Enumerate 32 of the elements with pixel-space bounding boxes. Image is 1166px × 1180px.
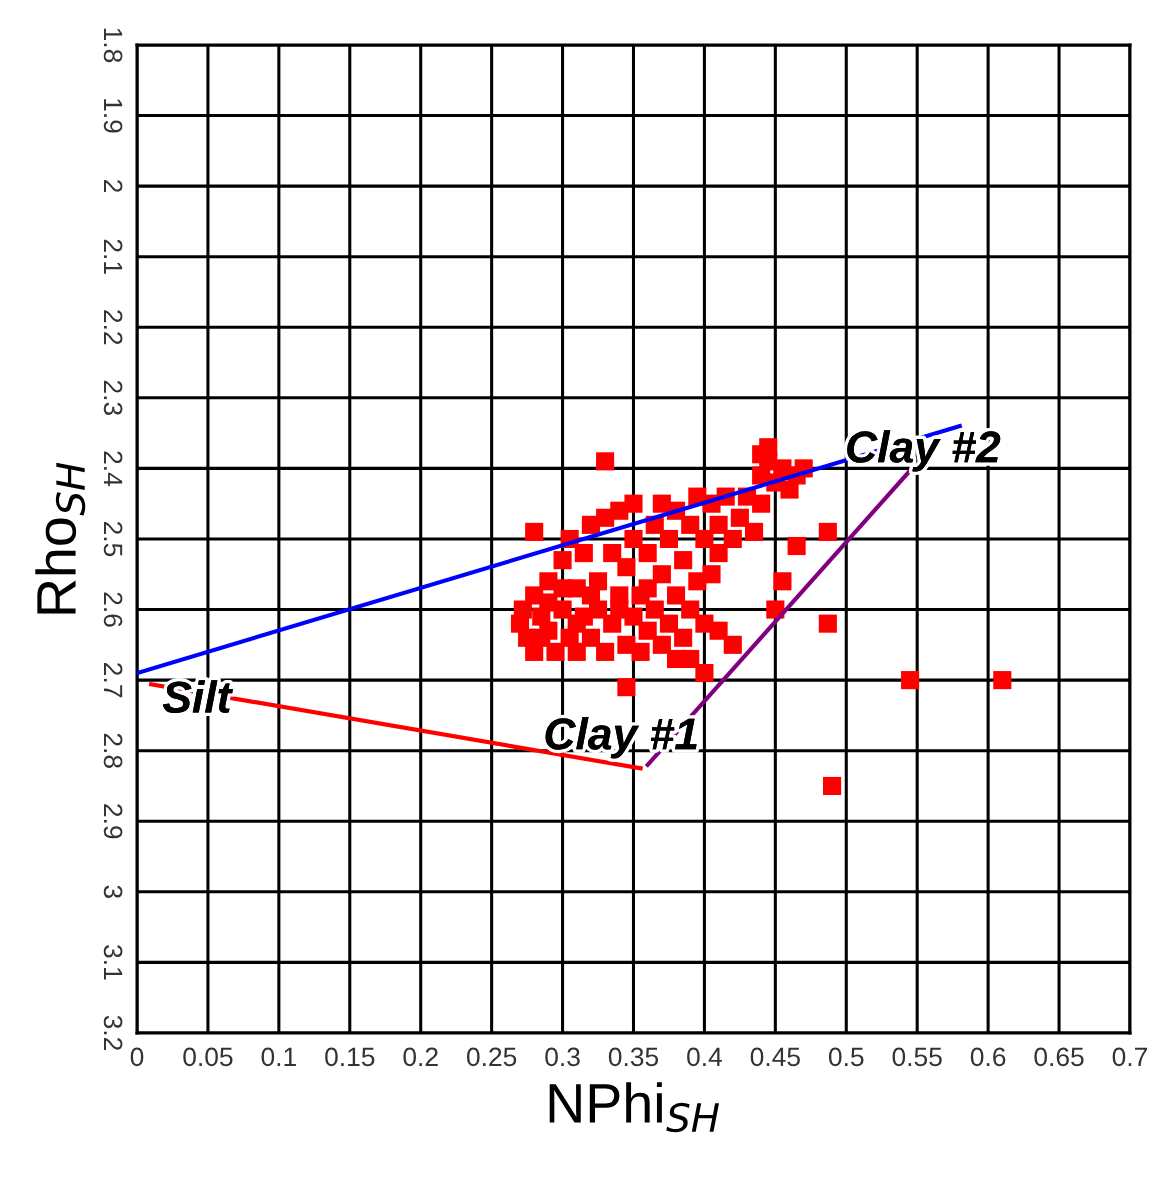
x-tick-label: 0 bbox=[130, 1047, 144, 1067]
x-tick-label: 0.5 bbox=[828, 1047, 864, 1067]
x-tick-label: 0.4 bbox=[687, 1047, 722, 1067]
y-tick-label: 3.1 bbox=[103, 945, 123, 980]
x-tick-label: 0.2 bbox=[403, 1047, 438, 1067]
y-tick-label: 3 bbox=[103, 885, 123, 899]
x-tick-label: 0.6 bbox=[970, 1047, 1006, 1067]
x-tick-label: 0.1 bbox=[261, 1047, 296, 1067]
y-tick-label: 2.8 bbox=[103, 733, 123, 768]
y-tick-label: 2.6 bbox=[103, 592, 123, 627]
y-tick-label: 2.7 bbox=[103, 663, 123, 698]
y-tick-label: 2.9 bbox=[103, 804, 123, 839]
x-tick-label: 0.55 bbox=[892, 1047, 942, 1067]
y-tick-label: 2.4 bbox=[103, 451, 123, 486]
y-tick-label: 2 bbox=[103, 180, 123, 193]
y-tick-label: 2.5 bbox=[103, 521, 123, 557]
y-axis-title: Rho$_{SH}$ bbox=[35, 462, 86, 614]
x-tick-label: 0.05 bbox=[183, 1047, 233, 1067]
x-tick-label: 0.3 bbox=[545, 1047, 580, 1067]
x-tick-label: 0.65 bbox=[1034, 1047, 1084, 1067]
x-tick-label: 0.35 bbox=[608, 1047, 659, 1067]
x-axis-title: NPhi$_{SH}$ bbox=[549, 1082, 719, 1133]
y-tick-label: 1.8 bbox=[103, 28, 123, 63]
y-tick-label: 3.2 bbox=[103, 1015, 123, 1050]
x-tick-label: 0.15 bbox=[325, 1047, 375, 1067]
y-tick-label: 2.2 bbox=[103, 310, 123, 345]
y-tick-label: 2.3 bbox=[103, 380, 123, 415]
x-tick-label: 0.25 bbox=[466, 1047, 517, 1067]
y-tick-label: 1.9 bbox=[103, 99, 123, 133]
x-tick-label: 0.7 bbox=[1112, 1047, 1147, 1067]
y-tick-label: 2.1 bbox=[103, 239, 123, 274]
x-tick-label: 0.45 bbox=[750, 1047, 800, 1067]
